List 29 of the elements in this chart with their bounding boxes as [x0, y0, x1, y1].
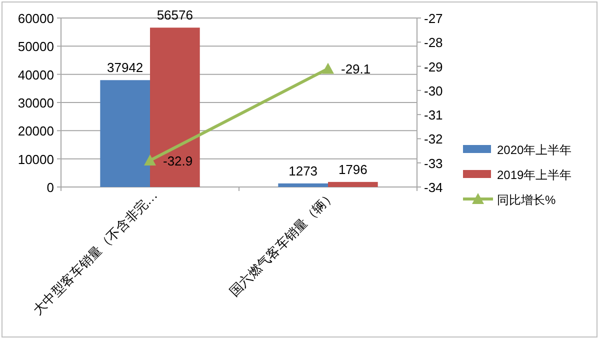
legend-label: 2020年上半年	[497, 143, 572, 157]
x-tick-label: 国六燃气客车销量（辆）	[226, 188, 338, 300]
y2-tick-label: -30	[424, 83, 443, 98]
data-label: 1796	[338, 162, 368, 177]
bar	[278, 183, 328, 187]
y-tick-label: 0	[46, 180, 54, 195]
y-tick-label: 50000	[18, 39, 54, 54]
data-label: 1273	[288, 163, 318, 178]
legend-label: 同比增长%	[497, 193, 556, 207]
y-tick-label: 10000	[18, 152, 54, 167]
y-tick-label: 60000	[18, 11, 54, 26]
data-label: 37942	[107, 60, 144, 76]
y2-tick-label: -27	[424, 11, 443, 26]
legend-label: 2019年上半年	[497, 168, 572, 182]
data-label: 56576	[156, 8, 193, 23]
y2-tick-label: -34	[424, 180, 443, 195]
y-tick-label: 20000	[18, 124, 54, 139]
y-tick-label: 40000	[18, 67, 54, 82]
data-label: -32.9	[163, 153, 193, 168]
y2-tick-label: -32	[424, 132, 443, 147]
y2-tick-label: -29	[424, 59, 443, 74]
bar	[328, 182, 378, 187]
data-label: -29.1	[341, 62, 371, 77]
y2-tick-label: -28	[424, 35, 443, 50]
y2-tick-label: -31	[424, 108, 443, 123]
y-tick-label: 30000	[18, 96, 54, 110]
bar	[150, 28, 200, 187]
y2-tick-label: -33	[424, 156, 443, 171]
bar	[100, 80, 150, 187]
